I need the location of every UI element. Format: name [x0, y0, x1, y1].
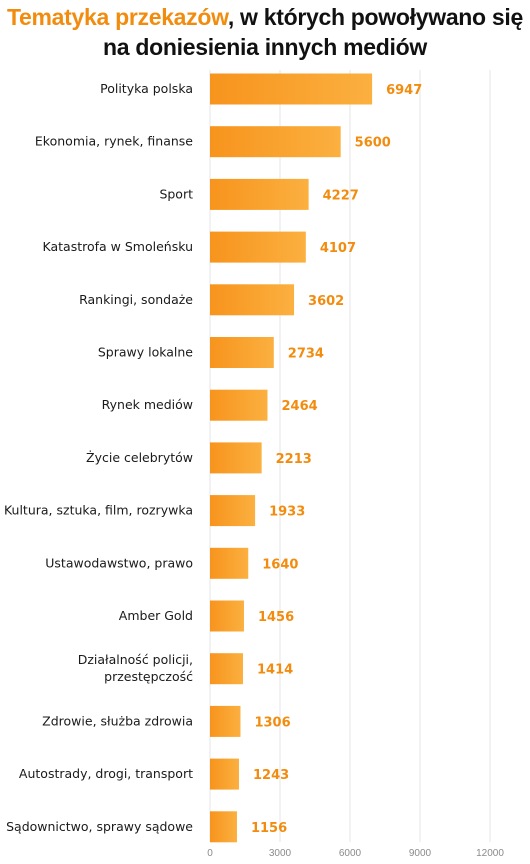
- value-labels: 6947 5600 4227 4107 3602 2734 2464 2213 1933 1640…: [251, 83, 422, 836]
- bar-value-label: 2734: [288, 347, 324, 362]
- category-label: Katastrofa w Smoleńsku: [43, 239, 194, 254]
- bar-value-label: 1640: [262, 557, 298, 572]
- bar: [210, 547, 249, 579]
- category-label: Sport: [159, 186, 193, 201]
- bar-value-label: 4107: [320, 241, 356, 256]
- category-label-line: Kultura, sztuka, film, rozrywka: [4, 503, 193, 518]
- bar: [210, 178, 309, 210]
- x-tick-label: 0: [207, 848, 213, 859]
- bar: [210, 811, 237, 843]
- category-label: Sprawy lokalne: [98, 345, 193, 360]
- bar: [210, 73, 373, 105]
- bar-value-label: 1414: [257, 663, 293, 678]
- chart-title-line1: Tematyka przekazów, w których powoływano…: [0, 2, 530, 32]
- bar-value-label: 5600: [355, 136, 391, 151]
- bar-value-label: 1456: [258, 610, 294, 625]
- bar-value-label: 6947: [386, 83, 422, 98]
- category-label: Sądownictwo, sprawy sądowe: [6, 819, 193, 834]
- category-label-line: Sport: [159, 186, 193, 201]
- category-label: Rynek mediów: [102, 397, 193, 412]
- bar: [210, 653, 243, 685]
- category-label: Kultura, sztuka, film, rozrywka: [4, 503, 193, 518]
- bar-value-label: 1156: [251, 821, 287, 836]
- category-label-line: Polityka polska: [100, 81, 193, 96]
- category-label-line: Ekonomia, rynek, finanse: [35, 134, 193, 149]
- bars: [210, 73, 373, 843]
- bar: [210, 758, 240, 790]
- bar-value-label: 4227: [323, 188, 359, 203]
- category-labels: Polityka polska Ekonomia, rynek, finanse S…: [4, 81, 193, 834]
- bar-value-label: 1933: [269, 505, 305, 520]
- category-label-line: Amber Gold: [119, 608, 193, 623]
- bar: [210, 389, 268, 421]
- category-label: Ekonomia, rynek, finanse: [35, 134, 193, 149]
- category-label-line: Autostrady, drogi, transport: [19, 766, 193, 781]
- category-label: Życie celebrytów: [86, 450, 193, 465]
- chart-title-rest: , w których powoływano się: [227, 4, 523, 30]
- bar-value-label: 1243: [253, 768, 289, 783]
- category-label: Działalność policji, przestępczość: [78, 652, 193, 684]
- bar: [210, 600, 244, 632]
- x-tick-label: 3000: [269, 848, 292, 859]
- category-label: Zdrowie, służba zdrowia: [42, 713, 193, 728]
- bar-value-label: 2213: [276, 452, 312, 467]
- x-axis-ticks: 0 3000 6000 9000 12000: [207, 848, 504, 859]
- category-label: Polityka polska: [100, 81, 193, 96]
- chart-title-accent: Tematyka przekazów: [7, 4, 228, 30]
- bar: [210, 705, 241, 737]
- bar: [210, 284, 295, 316]
- category-label-line: Rankingi, sondaże: [79, 292, 193, 307]
- x-tick-label: 9000: [409, 848, 432, 859]
- category-label-line: Katastrofa w Smoleńsku: [43, 239, 194, 254]
- bar: [210, 495, 256, 527]
- category-label-line: Zdrowie, służba zdrowia: [42, 713, 193, 728]
- category-label-line: Sprawy lokalne: [98, 345, 193, 360]
- bar-value-label: 2464: [281, 399, 317, 414]
- category-label: Amber Gold: [119, 608, 193, 623]
- bar: [210, 337, 274, 368]
- bar: [210, 126, 341, 158]
- category-label-line: przestępczość: [104, 669, 193, 684]
- chart-title-line2: na doniesienia innych mediów: [103, 34, 427, 60]
- bar: [210, 442, 262, 474]
- category-label: Rankingi, sondaże: [79, 292, 193, 307]
- category-label: Ustawodawstwo, prawo: [45, 555, 193, 570]
- category-label-line: Sądownictwo, sprawy sądowe: [6, 819, 193, 834]
- bar-value-label: 3602: [308, 294, 344, 309]
- x-tick-label: 12000: [476, 848, 504, 859]
- chart-title: Tematyka przekazów, w których powoływano…: [0, 2, 530, 62]
- category-label-line: Działalność policji,: [78, 652, 193, 667]
- bar-value-label: 1306: [254, 715, 290, 730]
- x-tick-label: 6000: [339, 848, 362, 859]
- bar: [210, 231, 306, 263]
- category-label-line: Rynek mediów: [102, 397, 193, 412]
- category-label-line: Życie celebrytów: [86, 450, 193, 465]
- category-label: Autostrady, drogi, transport: [19, 766, 193, 781]
- category-label-line: Ustawodawstwo, prawo: [45, 555, 193, 570]
